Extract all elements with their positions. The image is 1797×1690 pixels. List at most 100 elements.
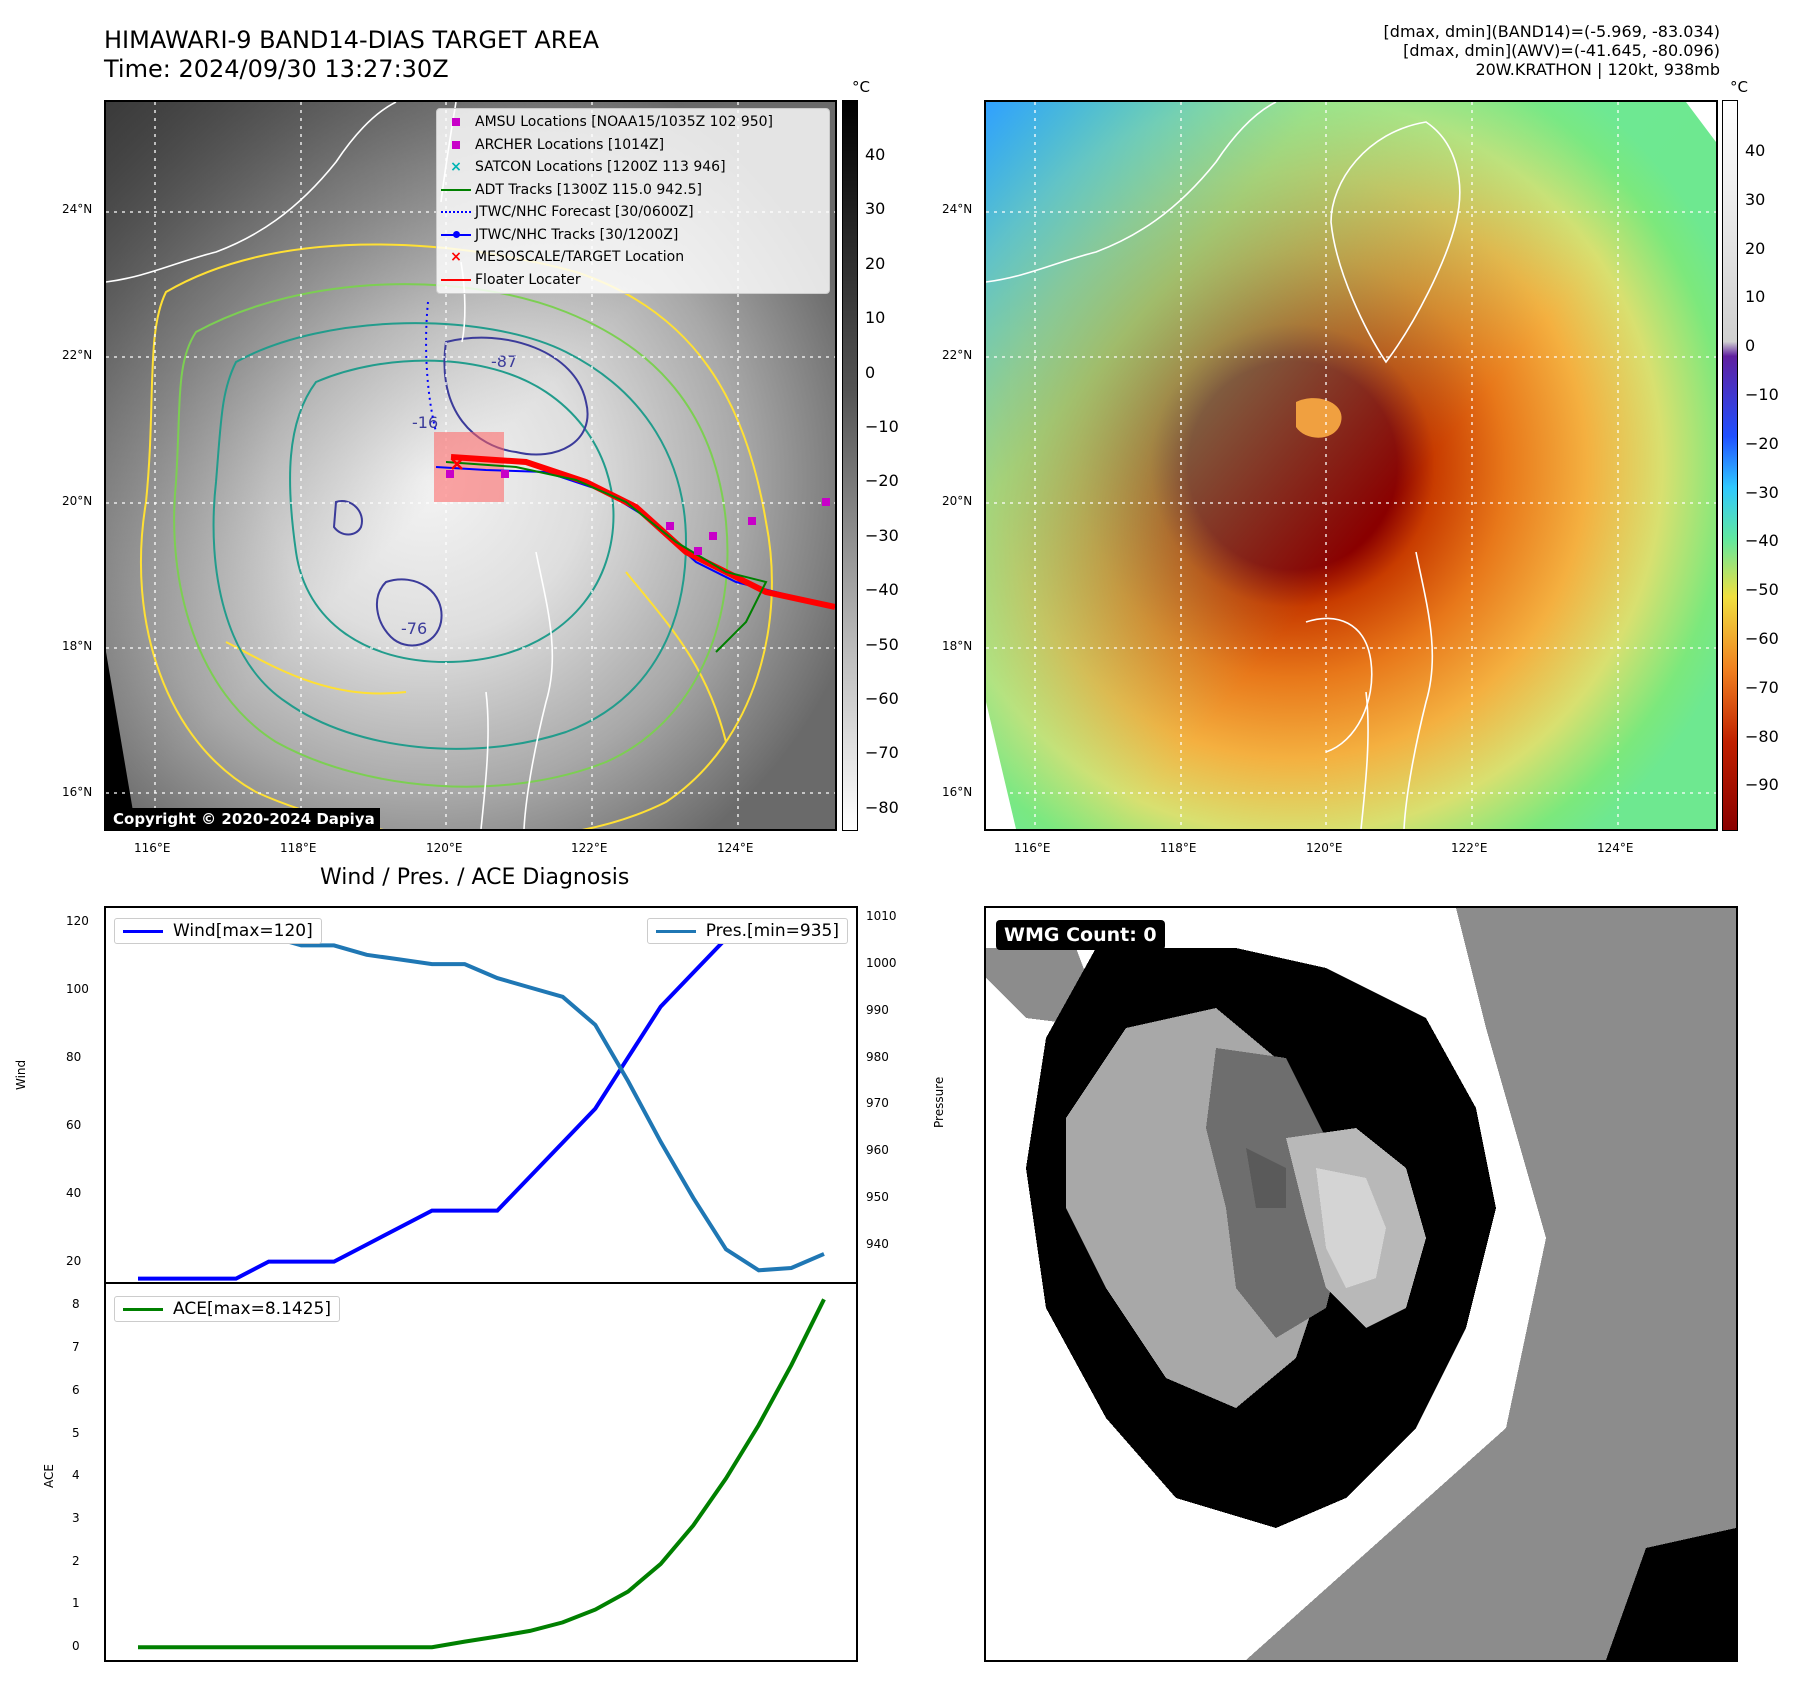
gray-colorbar-tick: −20	[865, 471, 899, 491]
gray-colorbar-tick: 40	[865, 145, 886, 164]
legend-row: AMSU Locations [NOAA15/1035Z 102 950]	[437, 111, 829, 134]
gray-colorbar-tick: −70	[865, 743, 899, 763]
color-colorbar-tick: −90	[1745, 775, 1779, 795]
lon-tick-right: 116°E	[1014, 841, 1051, 855]
legend-label: JTWC/NHC Tracks [30/1200Z]	[475, 226, 679, 243]
lon-tick: 122°E	[571, 841, 608, 855]
ace-tick: 0	[72, 1639, 80, 1654]
title-line-1: HIMAWARI-9 BAND14-DIAS TARGET AREA	[104, 26, 600, 54]
lat-tick: 22°N	[62, 348, 93, 362]
forecast-track	[425, 301, 437, 433]
info-line-3: 20W.KRATHON | 120kt, 938mb	[1475, 60, 1720, 79]
color-colorbar-tick: −20	[1745, 433, 1779, 453]
gray-colorbar-tick: −40	[865, 580, 899, 600]
legend-label: MESOSCALE/TARGET Location	[475, 249, 685, 266]
copyright-label: Copyright © 2020-2024 Dapiya	[108, 808, 380, 829]
color-colorbar-tick: −80	[1745, 726, 1779, 746]
color-colorbar	[1722, 100, 1738, 831]
wind-legend: Wind[max=120]	[114, 918, 322, 944]
legend-label: ARCHER Locations [1014Z]	[475, 136, 665, 153]
wind-tick: 20	[66, 1253, 82, 1268]
wmg-panel: WMG Count: 0	[984, 906, 1738, 1662]
title-line-2: Time: 2024/09/30 13:27:30Z	[104, 55, 449, 83]
lat-tick-right: 18°N	[942, 639, 973, 653]
lon-tick-right: 120°E	[1306, 841, 1343, 855]
gray-colorbar-tick: 30	[865, 199, 886, 219]
pressure-tick: 950	[866, 1189, 889, 1204]
gray-colorbar-tick: −80	[865, 797, 899, 817]
green-contours	[173, 283, 729, 788]
lat-tick: 20°N	[62, 494, 93, 508]
amsu-points	[446, 470, 830, 555]
lon-tick-right: 124°E	[1597, 841, 1634, 855]
color-colorbar-tick: 40	[1745, 141, 1766, 160]
legend-row: Floater Locater	[437, 269, 829, 292]
coastlines-right	[986, 102, 1461, 829]
lat-tick-right: 24°N	[942, 202, 973, 216]
lon-tick: 118°E	[280, 841, 317, 855]
ace-tick: 3	[72, 1511, 80, 1525]
ace-legend: ACE[max=8.1425]	[114, 1296, 340, 1322]
ace-legend-label: ACE[max=8.1425]	[173, 1299, 331, 1319]
lat-tick: 18°N	[62, 639, 93, 653]
legend-label: ADT Tracks [1300Z 115.0 942.5]	[475, 181, 702, 198]
ace-tick: 1	[72, 1596, 80, 1611]
gray-colorbar-tick: −10	[865, 417, 899, 436]
map-legend: AMSU Locations [NOAA15/1035Z 102 950] AR…	[436, 108, 830, 294]
navy-contours	[332, 336, 589, 647]
pressure-tick: 960	[866, 1143, 889, 1158]
contour-label-2: -76	[401, 619, 427, 638]
legend-row: × SATCON Locations [1200Z 113 946]	[450, 159, 726, 176]
pressure-tick: 990	[866, 1002, 889, 1017]
pressure-tick: 940	[866, 1236, 889, 1251]
wind-pressure-plot	[138, 919, 825, 1281]
pressure-tick: 1000	[866, 956, 897, 971]
color-colorbar-tick: 20	[1745, 238, 1766, 258]
ace-plot	[138, 1298, 826, 1650]
color-colorbar-tick: −30	[1745, 482, 1779, 502]
wmg-image	[986, 908, 1736, 1660]
legend-label: AMSU Locations [NOAA15/1035Z 102 950]	[475, 114, 774, 131]
map-grid-right	[986, 102, 1716, 829]
wind-line	[138, 919, 824, 1281]
color-colorbar-tick: −50	[1745, 580, 1779, 600]
legend-label: Floater Locater	[475, 271, 581, 288]
ir-map-panel: -87 -76 -16	[104, 100, 837, 831]
pressure-line	[138, 924, 825, 1273]
gray-colorbar-tick: −30	[865, 525, 899, 545]
enhanced-ir-panel	[984, 100, 1718, 831]
color-colorbar-tick: −60	[1745, 629, 1779, 648]
info-line-2: [dmax, dmin](AWV)=(-41.645, -80.096)	[1403, 41, 1720, 60]
ace-tick: 5	[72, 1425, 80, 1440]
legend-row: JTWC/NHC Tracks [30/1200Z]	[437, 224, 829, 247]
lon-tick-right: 118°E	[1160, 841, 1197, 855]
lon-tick: 116°E	[134, 841, 171, 855]
diagnosis-title: Wind / Pres. / ACE Diagnosis	[320, 865, 630, 890]
ace-tick: 6	[72, 1382, 80, 1397]
pressure-tick: 980	[866, 1049, 889, 1064]
ace-axis-label: ACE	[42, 1464, 56, 1488]
pressure-tick: 970	[866, 1096, 889, 1111]
color-colorbar-tick: −10	[1745, 385, 1779, 404]
pressure-legend-label: Pres.[min=935]	[705, 921, 839, 941]
gray-colorbar-tick: 10	[865, 308, 886, 328]
info-block: [dmax, dmin](BAND14)=(-5.969, -83.034) […	[1384, 22, 1720, 79]
contour-label-1: -87	[491, 352, 517, 371]
lat-tick: 16°N	[62, 785, 93, 799]
legend-row: ADT Tracks [1300Z 115.0 942.5]	[437, 179, 829, 202]
wind-tick: 120	[66, 913, 89, 928]
color-colorbar-unit: °C	[1730, 78, 1748, 96]
main-title: HIMAWARI-9 BAND14-DIAS TARGET AREA Time:…	[104, 26, 599, 84]
wind-tick: 80	[66, 1049, 82, 1064]
gray-colorbar-tick: −50	[865, 634, 899, 654]
wind-axis-label: Wind	[14, 1059, 28, 1090]
gray-colorbar-tick: −60	[865, 689, 899, 708]
wind-tick: 40	[66, 1185, 82, 1200]
lat-tick: 24°N	[62, 202, 93, 216]
ace-tick: 4	[72, 1468, 80, 1483]
adt-track	[445, 461, 768, 653]
lat-tick-right: 16°N	[942, 785, 973, 799]
legend-row: JTWC/NHC Forecast [30/0600Z]	[437, 201, 829, 224]
pressure-axis-label: Pressure	[932, 1076, 946, 1128]
legend-label: SATCON Locations [1200Z 113 946]	[475, 159, 726, 176]
